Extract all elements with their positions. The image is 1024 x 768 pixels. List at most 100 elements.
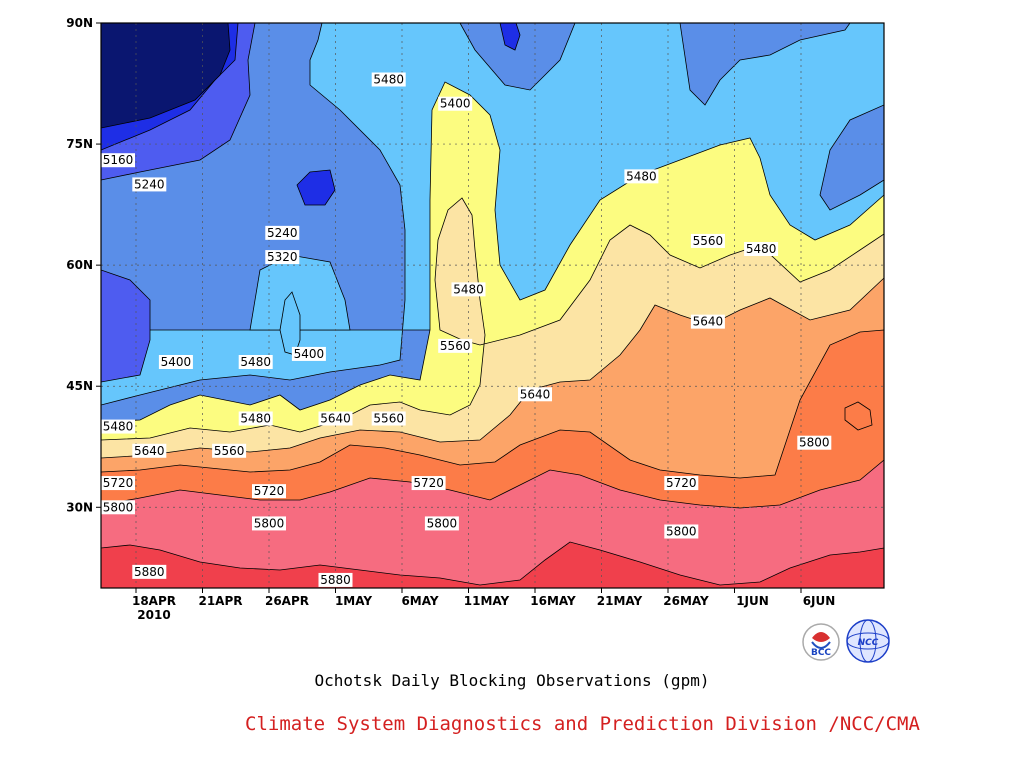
contour-label-box (664, 476, 699, 491)
contour-label-box (101, 500, 135, 515)
contour-label-box (132, 443, 167, 458)
contour-band-1 (249, 254, 351, 331)
contour-bands (101, 23, 884, 588)
contour-label-box (238, 411, 273, 426)
x-tick-label-10: 6JUN (803, 594, 836, 608)
contour-band-11 (279, 291, 301, 356)
contour-label-22: 5720 (101, 476, 135, 491)
contour-label-32: 5880 (318, 572, 353, 587)
contour-label-1: 5240 (132, 177, 167, 192)
contour-label-text: 5640 (134, 444, 165, 458)
contour-label-text: 5720 (413, 476, 444, 490)
contour-label-text: 5720 (666, 476, 697, 490)
contour-label-9: 5480 (451, 282, 486, 297)
contour-label-30: 5800 (797, 435, 832, 450)
contour-label-box (664, 524, 699, 539)
contour-label-box (624, 169, 659, 184)
contour-label-box (132, 177, 167, 192)
y-tick-label-2: 60N (66, 258, 93, 272)
contour-label-text: 5480 (103, 420, 134, 434)
x-tick-label-8: 26MAY (663, 594, 709, 608)
contour-label-text: 5480 (746, 242, 777, 256)
contour-label-7: 5480 (371, 72, 406, 87)
contour-label-text: 5400 (161, 355, 192, 369)
y-tick-label-1: 75N (66, 137, 93, 151)
x-tick-label-2: 26APR (265, 594, 309, 608)
contour-label-19: 5560 (690, 233, 725, 248)
contour-band-9 (101, 23, 231, 129)
contour-band-15 (101, 459, 884, 588)
contour-label-box (518, 387, 552, 402)
contour-label-24: 5720 (252, 484, 286, 499)
contour-label-3: 5320 (265, 250, 300, 264)
contour-label-17: 5640 (518, 387, 552, 402)
contour-label-6: 5400 (291, 346, 326, 361)
contour-label-13: 5640 (318, 411, 353, 426)
credit-line: Climate System Diagnostics and Predictio… (245, 713, 920, 735)
chart-title: Ochotsk Daily Blocking Observations (gpm… (314, 671, 710, 690)
x-axis: 18APR 21APR 26APR 1MAY 6MAY 11MAY 16MAY 21MAY 26… (132, 588, 835, 622)
contour-band-8 (499, 23, 521, 51)
contour-label-4: 5400 (158, 355, 193, 369)
contour-label-box (265, 225, 300, 240)
contour-label-text: 5720 (103, 476, 134, 490)
x-tick-label-0: 18APR (132, 594, 176, 608)
contour-label-text: 5880 (134, 565, 165, 579)
contour-label-text: 5800 (254, 516, 285, 530)
contour-label-box (371, 411, 406, 426)
contour-label-box (158, 355, 193, 369)
contour-label-text: 5240 (134, 177, 165, 191)
contour-label-text: 5400 (440, 97, 471, 111)
contour-label-text: 5560 (440, 339, 471, 353)
contour-label-text: 5400 (294, 347, 325, 361)
contour-label-text: 5240 (267, 226, 298, 240)
contour-label-text: 5480 (240, 412, 271, 426)
contour-label-2: 5240 (265, 225, 300, 240)
contour-band-3 (679, 23, 851, 106)
contour-label-text: 5480 (373, 73, 404, 87)
contour-label-8: 5400 (438, 96, 473, 111)
contour-label-text: 5320 (267, 250, 298, 264)
contour-label-23: 5800 (101, 500, 135, 515)
contour-label-box (101, 476, 135, 491)
contour-label-10: 5560 (438, 338, 473, 353)
contour-label-box (132, 564, 167, 579)
contour-label-28: 5720 (664, 476, 699, 491)
contour-label-box (212, 443, 247, 458)
contour-label-16: 5560 (212, 443, 247, 458)
y-tick-label-4: 30N (66, 500, 93, 514)
contour-label-text: 5480 (626, 169, 657, 183)
contour-label-text: 5720 (254, 484, 285, 498)
contour-label-27: 5800 (424, 516, 459, 531)
contour-label-text: 5640 (520, 387, 551, 401)
contour-label-text: 5160 (103, 153, 134, 167)
contour-label-text: 5800 (666, 525, 697, 539)
contour-label-box (101, 153, 135, 168)
x-tick-label-1: 21APR (198, 594, 242, 608)
contour-label-text: 5640 (693, 315, 724, 329)
contour-label-26: 5720 (411, 476, 446, 491)
contour-band-2 (459, 23, 576, 91)
y-axis: 90N 75N 60N 45N 30N (66, 16, 101, 514)
contour-label-12: 5480 (238, 411, 273, 426)
contour-label-box (797, 435, 832, 450)
x-tick-label-6: 16MAY (530, 594, 576, 608)
contour-label-box (318, 411, 353, 426)
contour-label-box (318, 572, 353, 587)
contour-label-text: 5880 (320, 573, 351, 587)
plot-frame (100, 22, 885, 589)
x-tick-label-4: 6MAY (401, 594, 438, 608)
contour-label-box (424, 516, 459, 531)
contour-band-5 (101, 269, 151, 383)
contour-label-box (252, 516, 286, 531)
contour-label-text: 5560 (693, 234, 724, 248)
contour-label-15: 5640 (132, 443, 167, 458)
y-tick-label-0: 90N (66, 16, 93, 30)
contour-label-18: 5480 (624, 169, 659, 184)
bcc-logo: BCC (802, 623, 840, 661)
contour-label-box (438, 96, 473, 111)
contour-label-text: 5800 (427, 516, 458, 530)
contour-label-box (690, 314, 725, 329)
